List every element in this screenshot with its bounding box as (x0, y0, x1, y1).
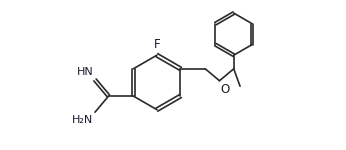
Text: HN: HN (77, 67, 94, 77)
Text: O: O (221, 83, 230, 96)
Text: F: F (154, 38, 160, 51)
Text: H₂N: H₂N (72, 115, 93, 125)
